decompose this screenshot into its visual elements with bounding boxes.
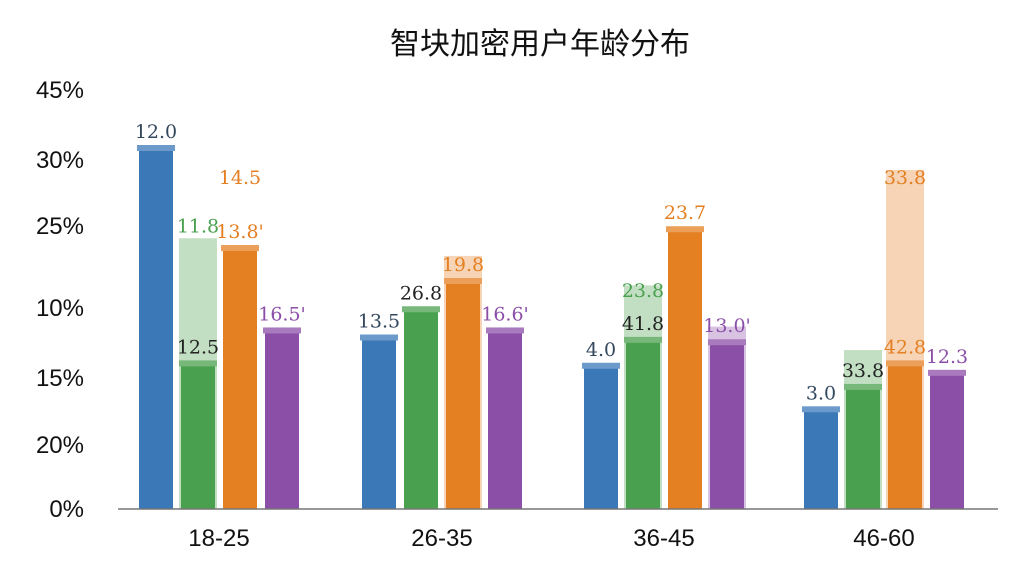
x-tick-label: 46-60	[853, 525, 914, 552]
annotation-label: 14.5	[219, 167, 261, 189]
y-axis: 0% 20% 15% 10% 25% 30% 45%	[36, 77, 84, 523]
bar	[223, 250, 257, 509]
bar-cap	[486, 327, 524, 334]
bar-cap	[221, 245, 259, 252]
bar-cap	[802, 406, 840, 413]
data-label: 13.5	[358, 311, 400, 333]
bar-cap	[666, 226, 704, 233]
x-axis: 18-25 26-35 36-45 46-60	[188, 525, 914, 552]
annotation-label: 33.8	[884, 167, 926, 189]
bar	[404, 311, 438, 509]
data-label: 41.8	[622, 313, 664, 335]
x-tick-label: 18-25	[188, 525, 249, 552]
y-tick-label: 25%	[36, 213, 84, 240]
data-label: 19.8	[442, 254, 484, 276]
bar	[584, 367, 618, 509]
data-label: 12.5	[177, 336, 219, 358]
bar-cap	[179, 360, 217, 367]
y-tick-label: 0%	[49, 496, 84, 523]
data-label: 16.5'	[258, 303, 306, 325]
x-tick-label: 26-35	[411, 525, 472, 552]
data-labels: 12.0 13.5 4.0 3.0 12.5 26.8 41.8 33.8 13.8' 19.8 2…	[135, 121, 968, 404]
bar-cap	[708, 339, 746, 346]
annotation-label: 23.8	[622, 280, 664, 302]
bar-cap	[402, 306, 440, 313]
bar	[888, 365, 922, 509]
data-label: 12.0	[135, 121, 177, 143]
annotation-label: 11.8	[177, 215, 219, 237]
data-label: 23.7	[664, 202, 706, 224]
y-tick-label: 15%	[36, 365, 84, 392]
bars	[137, 145, 966, 509]
bar	[139, 150, 173, 509]
bar-cap	[844, 383, 882, 390]
chart-title: 智块加密用户年龄分布	[390, 27, 690, 62]
x-tick-label: 36-45	[633, 525, 694, 552]
bar	[362, 339, 396, 509]
bar-cap	[886, 360, 924, 367]
bar-cap	[928, 369, 966, 376]
y-tick-label: 10%	[36, 295, 84, 322]
bar	[668, 231, 702, 509]
data-label: 16.6'	[481, 303, 529, 325]
bar-cap	[582, 362, 620, 369]
bar	[265, 332, 299, 509]
bar-cap	[263, 327, 301, 334]
y-tick-label: 30%	[36, 147, 84, 174]
data-label: 33.8	[842, 360, 884, 382]
bar	[804, 411, 838, 509]
bar-cap	[624, 336, 662, 343]
bar-cap	[137, 145, 175, 151]
data-label: 13.0'	[703, 315, 751, 337]
bar	[846, 388, 880, 509]
data-label: 13.8'	[216, 221, 264, 243]
bar	[626, 341, 660, 509]
data-label: 42.8	[884, 336, 926, 358]
bar	[710, 344, 744, 509]
y-tick-label: 20%	[36, 432, 84, 459]
bar	[930, 374, 964, 509]
data-label: 4.0	[586, 339, 616, 361]
data-label: 3.0	[806, 382, 836, 404]
bar-cap	[444, 278, 482, 285]
bar	[181, 365, 215, 509]
bar	[488, 332, 522, 509]
y-tick-label: 45%	[36, 77, 84, 104]
bar-cap	[360, 334, 398, 341]
data-label: 26.8	[400, 282, 442, 304]
bar	[446, 283, 480, 509]
data-label: 12.3	[926, 346, 968, 368]
